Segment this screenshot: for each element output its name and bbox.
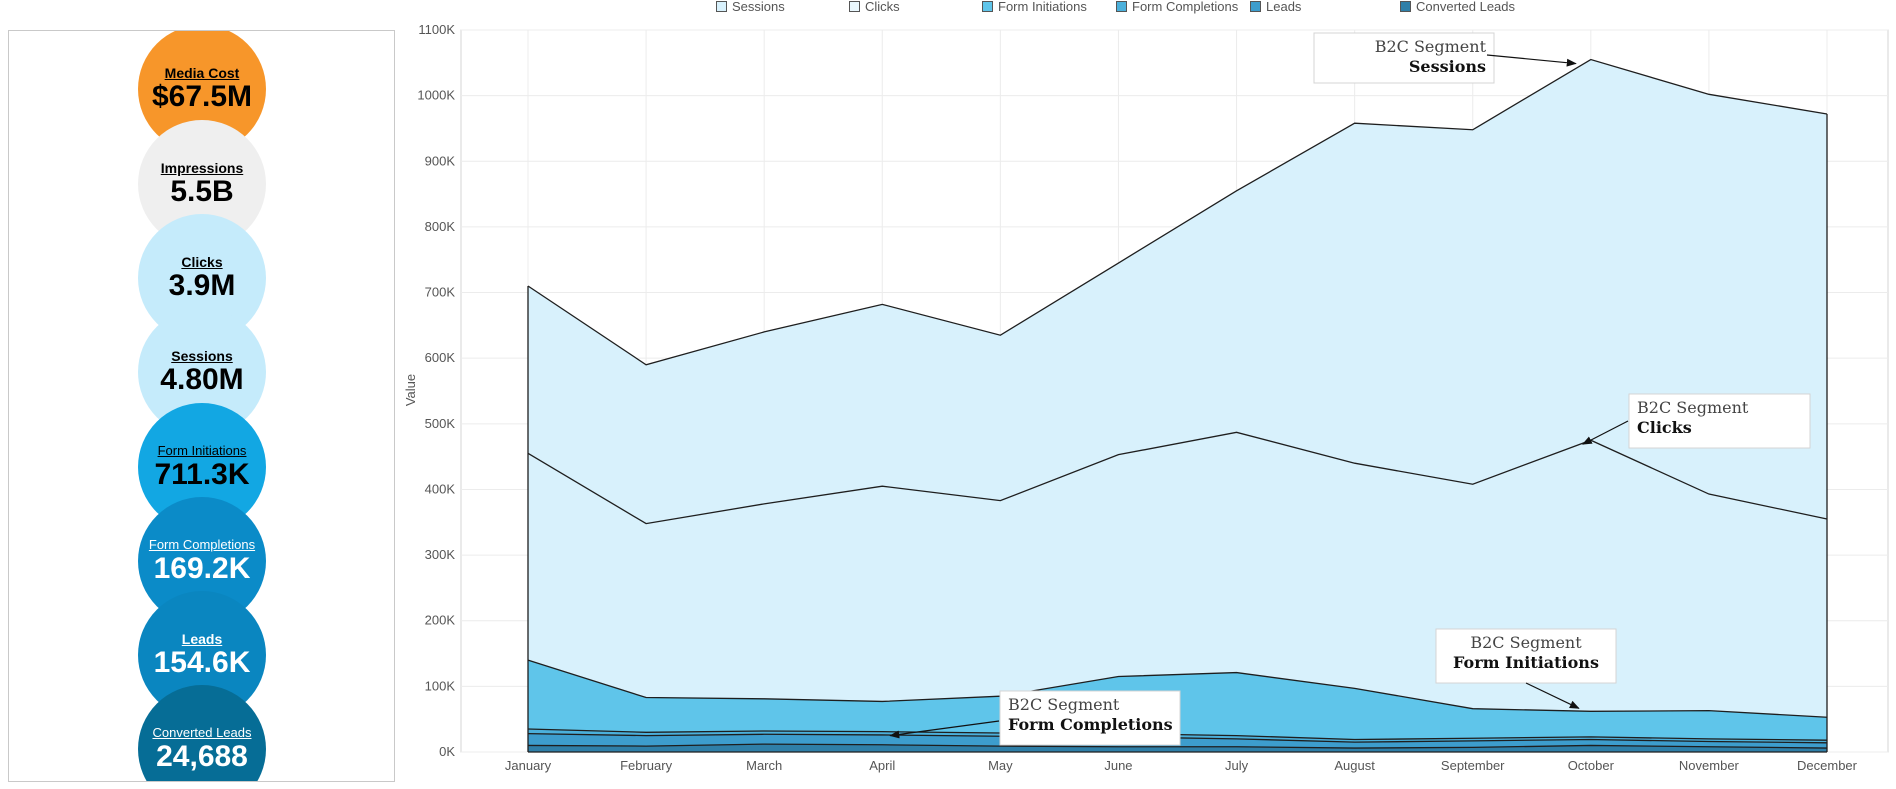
- legend-swatch: [1400, 1, 1411, 12]
- legend-label: Clicks: [865, 0, 900, 14]
- kpi-label[interactable]: Form Initiations: [157, 443, 247, 458]
- annotation-arrow: [889, 720, 1000, 739]
- x-tick-label: August: [1334, 758, 1375, 773]
- kpi-label[interactable]: Media Cost: [164, 65, 240, 81]
- annotation-box: [1435, 628, 1617, 684]
- annotation-arrow: [1581, 420, 1629, 445]
- y-tick-label: 800K: [425, 219, 456, 234]
- kpi-value: 24,688: [156, 740, 248, 773]
- y-tick-label: 400K: [425, 481, 456, 496]
- annotation-line2: Clicks: [1637, 418, 1692, 437]
- kpi-label[interactable]: Impressions: [160, 160, 244, 176]
- y-tick-label: 1100K: [418, 22, 455, 37]
- kpi-converted-leads[interactable]: Converted Leads 24,688: [138, 685, 266, 781]
- x-tick-label: November: [1679, 758, 1740, 773]
- legend-label: Converted Leads: [1416, 0, 1516, 14]
- annotation-arrow: [1486, 54, 1577, 67]
- kpi-label[interactable]: Converted Leads: [152, 725, 252, 740]
- kpi-label[interactable]: Clicks: [181, 254, 223, 270]
- kpi-panel: Media Cost $67.5M Impressions 5.5B Clicks 3.9…: [8, 30, 395, 782]
- legend-label: Form Completions: [1132, 0, 1239, 14]
- legend-label: Form Initiations: [998, 0, 1087, 14]
- x-tick-label: July: [1225, 758, 1249, 773]
- annotation-line1: B2C Segment: [1008, 695, 1120, 714]
- y-axis-title: Value: [403, 374, 418, 406]
- legend-item-sessions[interactable]: Sessions: [716, 0, 785, 14]
- legend-item-converted-leads[interactable]: Converted Leads: [1400, 0, 1515, 14]
- legend-item-form-initiations[interactable]: Form Initiations: [982, 0, 1087, 14]
- legend-label: Sessions: [732, 0, 785, 14]
- annotation-line1: B2C Segment: [1375, 37, 1487, 56]
- y-tick-label: 300K: [425, 547, 456, 562]
- line-clicks: [527, 431, 1828, 525]
- y-tick-label: 500K: [425, 416, 456, 431]
- line-sessions: [527, 58, 1828, 366]
- kpi-value: 4.80M: [160, 363, 244, 396]
- y-tick-label: 0K: [439, 744, 455, 759]
- x-tick-label: January: [505, 758, 552, 773]
- annotation-box: [999, 690, 1181, 746]
- area-converted-leads: [528, 744, 1827, 752]
- legend-swatch: [1116, 1, 1127, 12]
- annotation-line2: Form Completions: [1008, 715, 1173, 734]
- kpi-label[interactable]: Leads: [181, 631, 223, 647]
- legend-item-leads[interactable]: Leads: [1250, 0, 1301, 14]
- kpi-value: 169.2K: [153, 552, 251, 585]
- x-tick-label: May: [988, 758, 1013, 773]
- legend-label: Leads: [1266, 0, 1302, 14]
- annotation-box: [1313, 32, 1495, 84]
- annotation-arrow: [1525, 682, 1580, 709]
- x-tick-label: March: [746, 758, 782, 773]
- kpi-value: 154.6K: [153, 646, 251, 679]
- x-tick-label: December: [1797, 758, 1858, 773]
- y-tick-label: 200K: [425, 613, 456, 628]
- legend-swatch: [1250, 1, 1261, 12]
- annotation-line2: Form Initiations: [1453, 653, 1599, 672]
- legend-item-clicks[interactable]: Clicks: [849, 0, 900, 14]
- line-form-initiations: [527, 659, 1828, 718]
- annotation-line2: Sessions: [1409, 57, 1486, 76]
- annotation-box: [1628, 393, 1811, 449]
- kpi-value: $67.5M: [151, 80, 253, 113]
- legend-swatch: [716, 1, 727, 12]
- annotation-line1: B2C Segment: [1637, 398, 1749, 417]
- y-tick-label: 700K: [425, 285, 456, 300]
- x-tick-label: September: [1441, 758, 1505, 773]
- y-tick-label: 1000K: [417, 88, 455, 103]
- x-tick-label: October: [1568, 758, 1615, 773]
- x-tick-label: June: [1104, 758, 1132, 773]
- line-converted-leads: [527, 743, 1828, 749]
- legend-swatch: [849, 1, 860, 12]
- x-tick-label: April: [869, 758, 895, 773]
- kpi-label[interactable]: Form Completions: [148, 537, 256, 552]
- y-tick-label: 900K: [425, 153, 456, 168]
- annotation-line1: B2C Segment: [1470, 633, 1582, 652]
- y-tick-label: 600K: [425, 350, 456, 365]
- kpi-value: 711.3K: [154, 458, 250, 491]
- kpi-value: 3.9M: [168, 269, 236, 302]
- kpi-label[interactable]: Sessions: [171, 348, 233, 364]
- legend-swatch: [982, 1, 993, 12]
- legend-item-form-completions[interactable]: Form Completions: [1116, 0, 1238, 14]
- kpi-value: 5.5B: [170, 175, 234, 208]
- x-tick-label: February: [620, 758, 673, 773]
- y-tick-label: 100K: [425, 678, 456, 693]
